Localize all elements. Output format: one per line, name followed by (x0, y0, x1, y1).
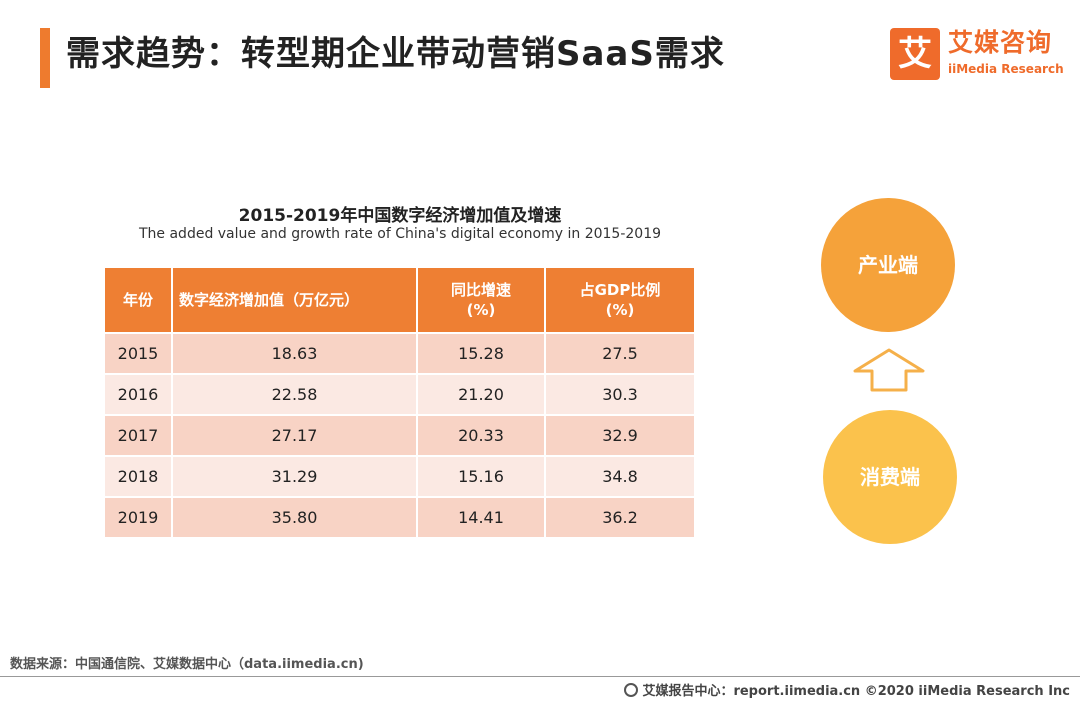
cell-gdp-share: 27.5 (545, 332, 694, 374)
cell-value: 27.17 (172, 414, 418, 456)
page-title: 需求趋势：转型期企业带动营销SaaS需求 (66, 34, 725, 74)
table-row: 2015 18.63 15.28 27.5 (105, 332, 694, 374)
cell-value: 18.63 (172, 332, 418, 374)
globe-icon (624, 683, 639, 697)
cell-gdp-share: 34.8 (545, 455, 694, 497)
cell-growth: 21.20 (417, 373, 546, 415)
table-row: 2018 31.29 15.16 34.8 (105, 455, 694, 497)
footer-credit: 艾媒报告中心：report.iimedia.cn ©2020 iiMedia R… (624, 680, 1070, 699)
footer-divider (0, 676, 1080, 677)
title-accent-bar (40, 28, 50, 88)
consumer-side-circle: 消费端 (823, 410, 957, 544)
cell-year: 2018 (105, 455, 173, 497)
logo-en-text: iiMedia Research (948, 62, 1064, 76)
industry-side-circle: 产业端 (821, 198, 955, 332)
cell-year: 2019 (105, 496, 173, 537)
data-source-note: 数据来源：中国通信院、艾媒数据中心（data.iimedia.cn) (10, 657, 364, 672)
column-header-gdp-share: 占GDP比例 (%) (545, 268, 694, 333)
table-row: 2016 22.58 21.20 30.3 (105, 373, 694, 415)
logo-mark-icon: 艾 (890, 28, 940, 80)
cell-year: 2015 (105, 332, 173, 374)
cell-value: 35.80 (172, 496, 418, 537)
cell-growth: 15.16 (417, 455, 546, 497)
cell-value: 31.29 (172, 455, 418, 497)
digital-economy-table: 年份 数字经济增加值（万亿元） 同比增速 (%) 占GDP比例 (%) 2015 1… (105, 268, 694, 537)
logo-cn-text: 艾媒咨询 (948, 28, 1053, 57)
cell-growth: 15.28 (417, 332, 546, 374)
cell-gdp-share: 36.2 (545, 496, 694, 537)
cell-growth: 20.33 (417, 414, 546, 456)
iimedia-logo: 艾 艾媒咨询 iiMedia Research (890, 28, 1065, 82)
table-subtitle: The added value and growth rate of China… (138, 226, 662, 242)
cell-value: 22.58 (172, 373, 418, 415)
table-row: 2019 35.80 14.41 36.2 (105, 496, 694, 537)
up-arrow-icon (853, 348, 925, 392)
column-header-year: 年份 (105, 268, 173, 333)
cell-gdp-share: 30.3 (545, 373, 694, 415)
cell-year: 2017 (105, 414, 173, 456)
cell-year: 2016 (105, 373, 173, 415)
table-row: 2017 27.17 20.33 32.9 (105, 414, 694, 456)
column-header-value: 数字经济增加值（万亿元） (172, 268, 418, 333)
column-header-growth: 同比增速 (%) (417, 268, 546, 333)
cell-gdp-share: 32.9 (545, 414, 694, 456)
table-header-row: 年份 数字经济增加值（万亿元） 同比增速 (%) 占GDP比例 (%) (105, 268, 694, 333)
table-title: 2015-2019年中国数字经济增加值及增速 (238, 206, 562, 226)
cell-growth: 14.41 (417, 496, 546, 537)
